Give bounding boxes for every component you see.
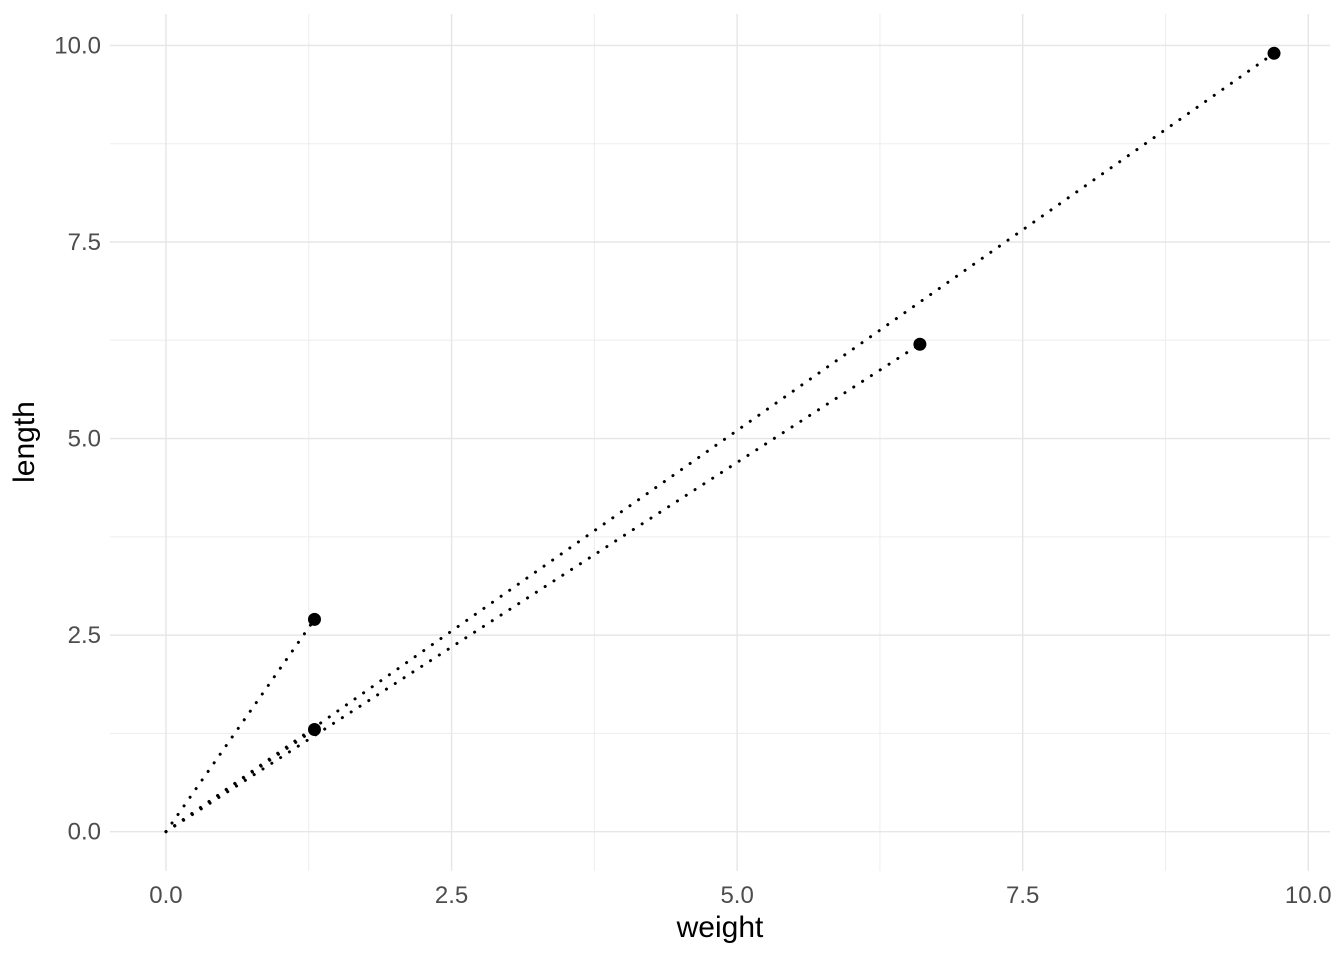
data-point: [307, 722, 321, 736]
data-point: [913, 337, 927, 351]
x-tick-label: 2.5: [435, 882, 468, 909]
x-tick-label: 5.0: [720, 882, 753, 909]
x-axis-tick-labels: 0.0 2.5 5.0 7.5 10.0: [149, 882, 1331, 909]
y-tick-label: 2.5: [68, 622, 101, 649]
data-point: [307, 612, 321, 626]
major-gridlines: [110, 14, 1330, 871]
data-point: [1267, 46, 1281, 60]
y-tick-label: 10.0: [54, 32, 101, 59]
vector-segment: [164, 617, 316, 834]
y-axis-tick-labels: 0.0 2.5 5.0 7.5 10.0: [54, 32, 101, 845]
y-tick-label: 5.0: [68, 426, 101, 453]
vector-segment: [164, 727, 316, 834]
vector-segment: [164, 342, 922, 834]
x-tick-label: 0.0: [149, 882, 182, 909]
y-tick-label: 7.5: [68, 229, 101, 256]
y-axis-title: length: [8, 401, 41, 483]
x-axis-title: weight: [676, 911, 764, 944]
data-points: [307, 46, 1281, 736]
y-tick-label: 0.0: [68, 819, 101, 846]
x-tick-label: 10.0: [1285, 882, 1332, 909]
x-tick-label: 7.5: [1006, 882, 1039, 909]
vector-segment: [164, 51, 1276, 834]
origin-vector-segments: [164, 51, 1276, 834]
